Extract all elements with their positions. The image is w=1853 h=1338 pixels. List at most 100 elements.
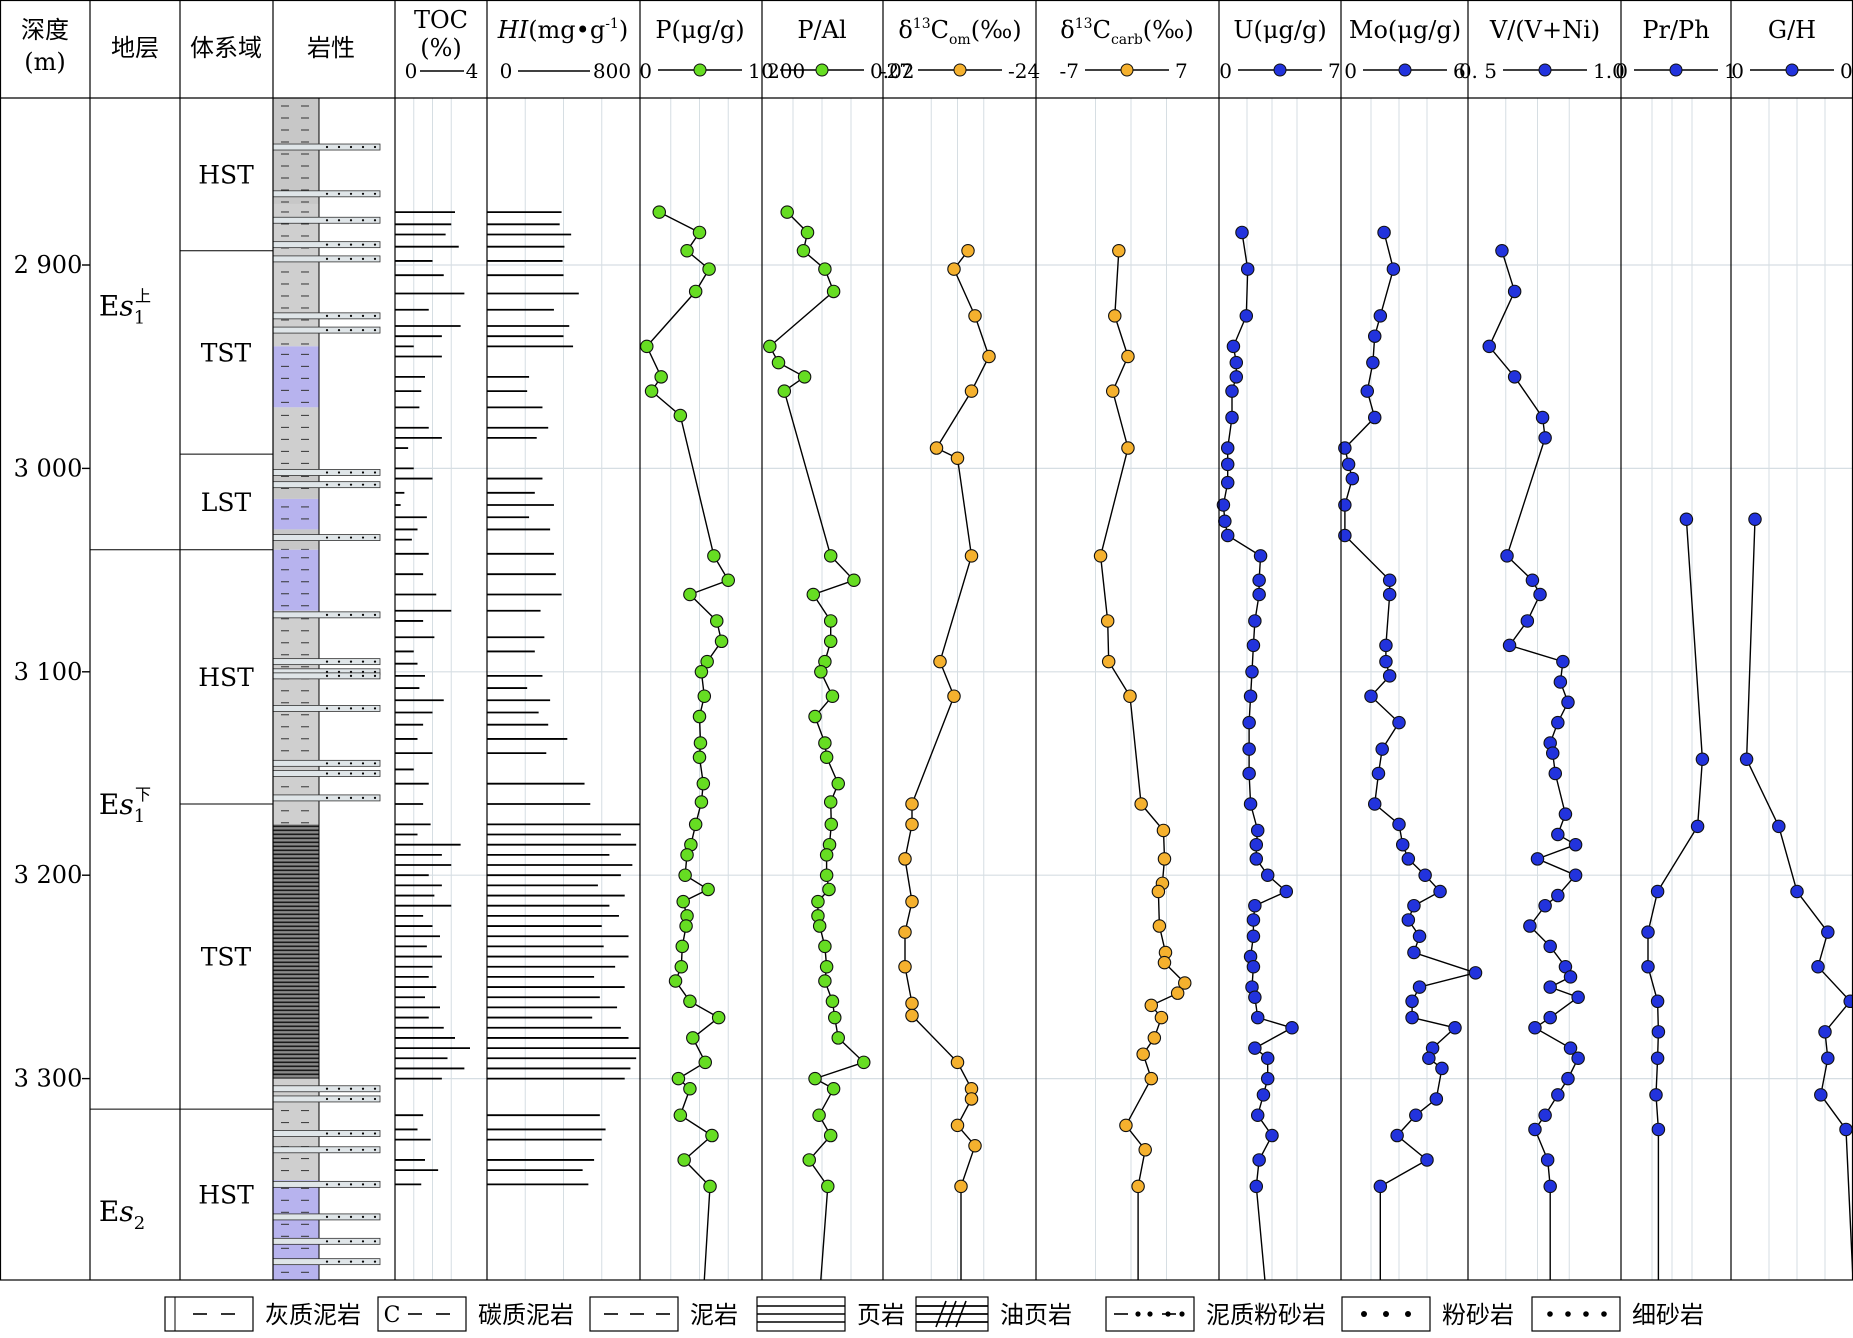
v_vni-point bbox=[1563, 970, 1578, 984]
g_h-point bbox=[1748, 512, 1762, 526]
p_al-point bbox=[806, 587, 821, 602]
p-point bbox=[688, 284, 703, 299]
siltstone-dot bbox=[349, 536, 353, 539]
p-point bbox=[694, 665, 709, 679]
legend-swatch-dot bbox=[1383, 1311, 1389, 1317]
g_h-point bbox=[1821, 1051, 1835, 1066]
siltstone-dot bbox=[373, 670, 377, 673]
mo-point bbox=[1367, 797, 1382, 811]
v_vni-point bbox=[1556, 654, 1570, 669]
v_vni-point bbox=[1507, 284, 1522, 299]
mo-point bbox=[1386, 262, 1401, 276]
pr_ph-line bbox=[1647, 519, 1704, 1280]
siltstone-dot bbox=[337, 1240, 341, 1243]
scale-min-label: 0 bbox=[1219, 59, 1232, 83]
u-point bbox=[1249, 1179, 1264, 1194]
u-point bbox=[1252, 573, 1266, 588]
scale-max-label: 7 bbox=[1328, 59, 1341, 83]
legend-swatch-hatch bbox=[955, 1300, 967, 1328]
u-point bbox=[1242, 715, 1256, 730]
mo-point bbox=[1382, 573, 1397, 588]
siltstone-dot bbox=[325, 314, 329, 317]
p-point bbox=[697, 689, 712, 703]
siltstone-dot bbox=[349, 1240, 353, 1243]
p-point bbox=[668, 974, 683, 988]
scale-max-label: 1.0 bbox=[1593, 59, 1625, 83]
d13c_om-point bbox=[954, 1179, 968, 1194]
siltstone-dot bbox=[325, 243, 329, 246]
u-point bbox=[1225, 384, 1239, 398]
siltstone-dot bbox=[361, 145, 365, 149]
p-point bbox=[674, 959, 689, 974]
mo-point bbox=[1448, 1020, 1462, 1035]
p_al-point bbox=[826, 284, 841, 299]
g_h-point bbox=[1814, 1088, 1828, 1102]
siltstone-dot bbox=[337, 674, 341, 677]
siltstone-dot bbox=[349, 1097, 353, 1101]
d13c_carb-point bbox=[1123, 689, 1137, 703]
mo-point bbox=[1409, 1108, 1423, 1122]
siltstone-dot bbox=[361, 762, 365, 765]
siltstone-dot bbox=[373, 1132, 377, 1135]
lithology-header: 岩性 bbox=[307, 34, 355, 62]
d13c_om-point bbox=[947, 689, 961, 703]
legend-label: 灰质泥岩 bbox=[265, 1301, 361, 1329]
v_vni-point bbox=[1568, 837, 1583, 852]
siltstone-dot bbox=[361, 660, 365, 663]
siltstone-dot bbox=[349, 660, 353, 663]
v_vni-point bbox=[1528, 1122, 1542, 1137]
v_vni-point bbox=[1563, 1041, 1578, 1055]
siltstone-dot bbox=[325, 707, 329, 710]
p_al-point bbox=[812, 1108, 826, 1122]
p_al-point bbox=[823, 795, 838, 809]
depth-tick-label: 3 000 bbox=[14, 454, 83, 482]
p_al-point bbox=[828, 1010, 842, 1025]
mo-point bbox=[1418, 868, 1432, 882]
legend-swatch-hatch bbox=[935, 1300, 947, 1328]
d13c_om-point bbox=[933, 654, 947, 669]
formation-label-superscript: 下 bbox=[135, 785, 151, 804]
siltstone-dot bbox=[373, 1183, 377, 1186]
g_h-line bbox=[1745, 519, 1853, 1281]
p_al-point bbox=[808, 1071, 822, 1086]
mo-point bbox=[1395, 837, 1410, 852]
siltstone-dot bbox=[373, 674, 377, 677]
mo-point bbox=[1401, 852, 1416, 866]
siltstone-dot bbox=[325, 1087, 329, 1090]
d13c_om-scale: -27 -24 bbox=[880, 59, 1040, 83]
p-point bbox=[703, 1179, 717, 1194]
p_al-point bbox=[824, 817, 839, 832]
siltstone-dot bbox=[325, 772, 329, 775]
siltstone-dot bbox=[361, 483, 365, 486]
d13c_om-point bbox=[905, 817, 919, 832]
mo-point bbox=[1373, 1179, 1388, 1194]
pr_ph-point bbox=[1649, 1088, 1663, 1102]
p-point bbox=[652, 205, 666, 219]
siltstone-dot bbox=[373, 1260, 377, 1263]
d13c_om-header-label: δ13Com(‰) bbox=[898, 16, 1021, 48]
pr_ph-header-label: Pr/Ph bbox=[1642, 16, 1709, 44]
mo-point bbox=[1412, 929, 1427, 943]
siltstone-dot bbox=[373, 707, 377, 710]
v_vni-point bbox=[1538, 1108, 1552, 1122]
d13c_carb-point bbox=[1112, 244, 1126, 258]
d13c_carb-point bbox=[1157, 955, 1172, 970]
legend-label: 碳质泥岩 bbox=[478, 1301, 574, 1329]
u-point bbox=[1225, 410, 1239, 425]
u-point bbox=[1248, 1041, 1262, 1055]
d13c_om-point bbox=[905, 797, 919, 811]
d13c_om-point bbox=[905, 894, 919, 909]
siltstone-dot bbox=[349, 670, 353, 673]
p_al-point bbox=[818, 736, 832, 750]
u-point bbox=[1245, 665, 1259, 679]
v_vni-point bbox=[1533, 587, 1547, 602]
siltstone-dot bbox=[361, 1260, 365, 1263]
siltstone-dot bbox=[337, 613, 341, 616]
u-point bbox=[1229, 355, 1244, 370]
d13c_om-point bbox=[968, 1138, 982, 1153]
formation-header: 地层 bbox=[111, 34, 159, 62]
